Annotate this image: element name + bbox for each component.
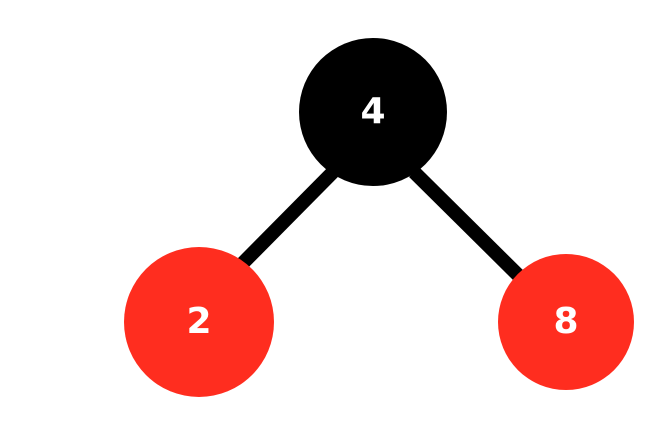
tree-node-8: 8: [498, 254, 634, 390]
node-label-4: 4: [360, 91, 385, 132]
node-circle-4: [299, 38, 447, 186]
tree-node-2: 2: [124, 247, 274, 397]
edge-4-2: [234, 167, 338, 272]
tree-node-4: 4: [299, 38, 447, 186]
node-label-2: 2: [186, 301, 211, 342]
edge-4-8: [409, 167, 525, 282]
node-circle-2: [124, 247, 274, 397]
node-circle-8: [498, 254, 634, 390]
node-label-8: 8: [553, 301, 578, 342]
